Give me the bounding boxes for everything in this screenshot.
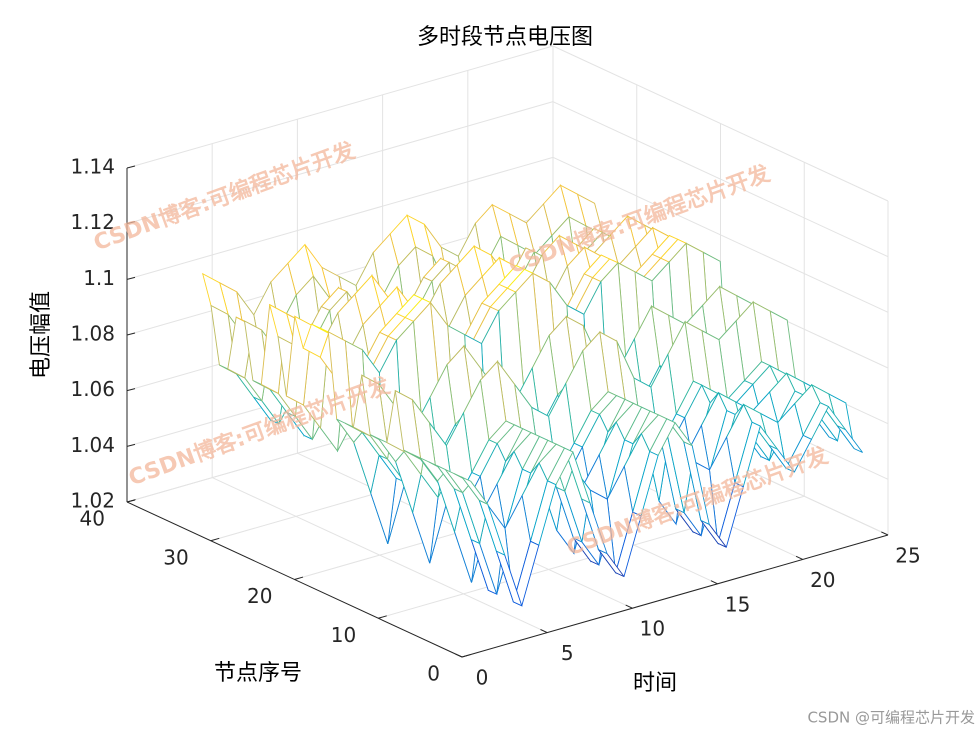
z-tick bbox=[126, 276, 136, 280]
z-tick bbox=[126, 499, 136, 503]
z-tick-label: 1.02 bbox=[70, 489, 115, 513]
mesh bbox=[202, 184, 863, 607]
credit: CSDN @可编程芯片开发 bbox=[807, 709, 975, 727]
grid-line bbox=[552, 45, 889, 202]
x-tick-label: 5 bbox=[561, 641, 574, 665]
y-tick bbox=[210, 537, 220, 542]
grid-line bbox=[126, 156, 554, 280]
z-tick bbox=[126, 221, 136, 225]
x-tick bbox=[710, 580, 718, 585]
x-tick-label: 25 bbox=[895, 544, 920, 568]
axes: 0 5 10 15 20 25 0 10 20 30 401.02 1.04 1.06 1.08 1.1 1.… bbox=[70, 155, 920, 690]
x-tick-label: 15 bbox=[725, 592, 750, 616]
z-tick bbox=[126, 165, 136, 169]
grid-line bbox=[552, 101, 889, 258]
grid-line bbox=[126, 45, 554, 169]
y-tick bbox=[294, 576, 304, 580]
y-tick-label: 0 bbox=[427, 662, 440, 686]
y-tick-label: 20 bbox=[247, 584, 272, 608]
grid-line bbox=[126, 101, 554, 225]
grid-line bbox=[552, 156, 889, 313]
x-tick-label: 0 bbox=[476, 666, 489, 690]
z-tick bbox=[126, 388, 136, 392]
x-tick bbox=[795, 555, 804, 560]
mesh-cell bbox=[460, 476, 489, 505]
chart-title: 多时段节点电压图 bbox=[417, 25, 593, 50]
x-tick-label: 10 bbox=[640, 617, 665, 641]
z-tick-label: 1.14 bbox=[70, 155, 115, 179]
z-tick-label: 1.08 bbox=[70, 322, 115, 346]
y-tick bbox=[378, 615, 387, 619]
x-tick bbox=[881, 531, 889, 536]
watermark: CSDN博客:可编程芯片开发 bbox=[90, 137, 359, 256]
y-tick-label: 10 bbox=[331, 623, 356, 647]
z-tick bbox=[126, 443, 136, 447]
x-tick bbox=[625, 604, 633, 609]
y-tick-label: 40 bbox=[80, 507, 105, 531]
x-axis-label: 时间 bbox=[633, 671, 677, 696]
z-tick-label: 1.1 bbox=[83, 266, 115, 290]
z-tick-label: 1.04 bbox=[70, 433, 115, 457]
x-axis bbox=[461, 534, 889, 658]
z-tick-label: 1.12 bbox=[70, 210, 115, 234]
y-axis bbox=[126, 501, 463, 658]
z-tick-label: 1.06 bbox=[70, 377, 115, 401]
z-tick bbox=[126, 332, 136, 336]
y-axis-label: 节点序号 bbox=[214, 661, 302, 686]
x-tick bbox=[540, 629, 548, 634]
y-tick-label: 30 bbox=[163, 545, 188, 569]
x-tick-label: 20 bbox=[810, 568, 835, 592]
z-axis-label: 电压幅值 bbox=[29, 291, 54, 379]
